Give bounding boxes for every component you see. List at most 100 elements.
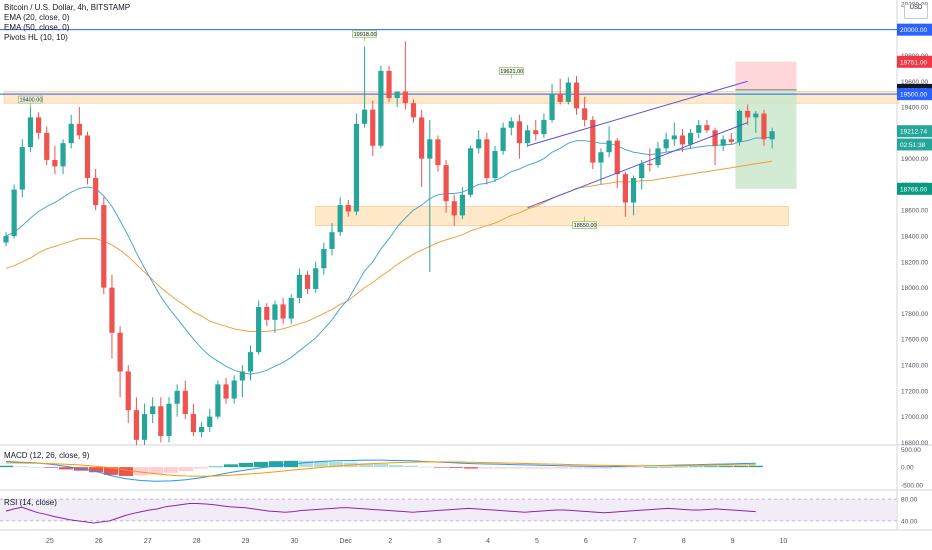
macd-histogram-bar xyxy=(88,467,104,473)
candle-body xyxy=(133,410,139,440)
rsi-tick-label: 80.00 xyxy=(901,497,918,504)
candle xyxy=(679,128,686,153)
macd-signal-line xyxy=(5,461,756,477)
candle-body xyxy=(573,82,580,109)
macd-tick-label: -500.00 xyxy=(901,482,923,489)
candle-body xyxy=(231,380,237,399)
candle xyxy=(630,175,637,216)
macd-histogram-bar xyxy=(118,467,134,476)
candle-body xyxy=(182,390,188,415)
candle xyxy=(337,197,343,237)
candle xyxy=(663,132,669,153)
candle-body xyxy=(525,130,531,144)
candle-body xyxy=(467,148,474,195)
price-tick-label: 17400.00 xyxy=(901,363,928,370)
macd-histogram-bar xyxy=(0,465,14,468)
legend-pivots[interactable]: Pivots HL (10, 10) xyxy=(4,33,68,42)
candle xyxy=(394,91,400,108)
candle xyxy=(36,112,42,140)
time-tick-label: 7 xyxy=(633,538,637,545)
candle xyxy=(525,125,531,148)
candle xyxy=(728,132,734,145)
macd-histogram-bar xyxy=(238,462,254,468)
time-tick-label: 26 xyxy=(95,538,103,545)
currency-button[interactable]: USD xyxy=(904,4,928,19)
candle xyxy=(52,145,58,175)
candle-body xyxy=(435,139,441,166)
candle xyxy=(435,135,441,172)
candle-body xyxy=(239,371,245,381)
candle-body xyxy=(141,414,148,440)
price-tick-label: 17000.00 xyxy=(901,414,928,421)
candle xyxy=(76,107,82,140)
candle-body xyxy=(247,352,254,372)
price-tick-label: 17800.00 xyxy=(901,311,928,318)
time-tick-label: 28 xyxy=(193,538,201,545)
price-tick-label: 18000.00 xyxy=(901,285,928,292)
candle xyxy=(133,397,139,445)
macd-histogram-bar xyxy=(178,467,194,472)
candle-body xyxy=(492,150,498,178)
candle xyxy=(207,408,213,433)
macd-histogram-bar xyxy=(688,466,703,468)
candle-body xyxy=(606,140,612,153)
price-tick-label: 19000.00 xyxy=(901,156,928,163)
candle-body xyxy=(419,117,425,159)
candle xyxy=(370,100,376,157)
candle xyxy=(671,122,677,146)
candle xyxy=(427,119,433,273)
macd-histogram-bar xyxy=(268,461,284,468)
candle-body xyxy=(614,140,620,175)
candle-body xyxy=(728,139,734,142)
rsi-label[interactable]: RSI (14, close) xyxy=(4,498,57,507)
candle xyxy=(736,109,743,146)
macd-histogram-bar xyxy=(628,467,643,468)
macd-line xyxy=(5,459,756,482)
candle-body xyxy=(451,201,457,216)
candle-body xyxy=(125,371,131,411)
candle xyxy=(215,380,221,420)
candle-body xyxy=(215,384,221,417)
candle xyxy=(484,132,490,185)
candle xyxy=(256,300,262,355)
candle-body xyxy=(370,109,376,146)
channel-lower-line xyxy=(527,122,748,209)
macd-histogram-bar xyxy=(748,465,763,468)
legend-ema50[interactable]: EMA (50, close, 0) xyxy=(4,23,70,32)
candle xyxy=(614,138,620,189)
candle xyxy=(443,159,449,213)
candle-body xyxy=(769,131,775,140)
candle-body xyxy=(166,403,172,436)
legend-symbol[interactable]: Bitcoin / U.S. Dollar, 4h, BITSTAMP xyxy=(4,3,131,12)
time-tick-label: 30 xyxy=(291,538,299,545)
candle xyxy=(109,274,115,359)
candle-body xyxy=(288,297,294,319)
macd-histogram-bar xyxy=(703,466,718,468)
candle-body xyxy=(150,406,156,415)
macd-histogram-bar xyxy=(613,467,628,469)
channel-upper-line xyxy=(527,80,748,147)
chart-legend: Bitcoin / U.S. Dollar, 4h, BITSTAMP EMA … xyxy=(4,3,130,43)
candle-body xyxy=(304,274,311,289)
candle-body xyxy=(402,91,408,104)
candle-body xyxy=(533,130,539,135)
candle xyxy=(451,194,457,226)
candle-body xyxy=(345,205,351,212)
macd-label[interactable]: MACD (12, 26, close, 9) xyxy=(4,451,90,460)
candle-body xyxy=(52,159,58,167)
candle xyxy=(598,148,604,185)
time-tick-label: 25 xyxy=(46,538,54,545)
macd-histogram-bar xyxy=(163,467,179,473)
candle-body xyxy=(679,135,686,145)
macd-histogram-bar xyxy=(43,467,59,468)
candle-body xyxy=(500,127,506,151)
macd-histogram-bar xyxy=(133,467,149,476)
legend-ema20[interactable]: EMA (20, close, 0) xyxy=(4,13,70,22)
candle xyxy=(93,168,99,211)
candle xyxy=(84,131,91,185)
macd-histogram-bar xyxy=(298,460,314,468)
candle xyxy=(313,261,319,293)
candle xyxy=(362,46,368,128)
